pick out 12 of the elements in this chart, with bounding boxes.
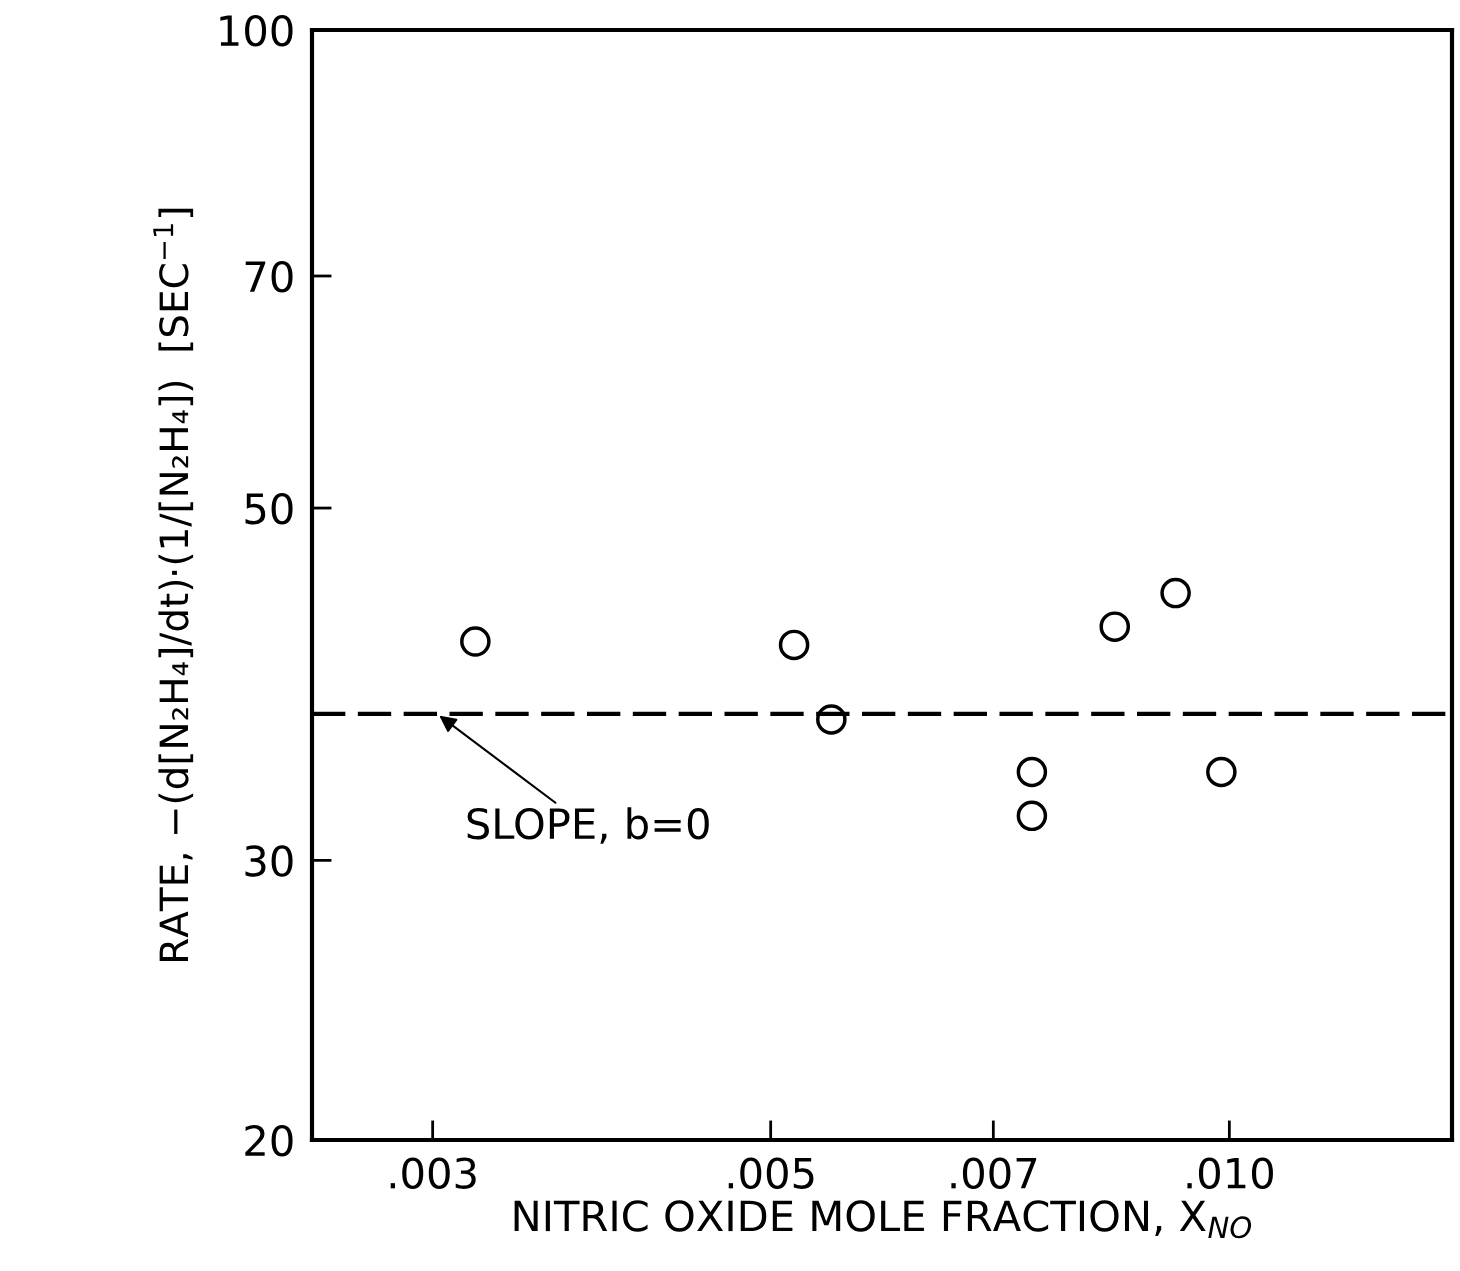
y-tick-label: 50 <box>245 492 293 525</box>
x-tick-label: .007 <box>951 1157 1037 1189</box>
y-axis-title: RATE, −(d[N₂H₄]/dt)·(1/[N₂H₄]) [SEC$^{−1}$] <box>153 208 194 961</box>
y-tick-label: 30 <box>245 845 293 877</box>
x-tick-label: .003 <box>390 1157 476 1189</box>
y-tick-label: 20 <box>245 1124 293 1157</box>
x-axis-title: NITRIC OXIDE MOLE FRACTION, X$_{NO}$ <box>514 1200 1252 1239</box>
x-tick-label: .010 <box>1187 1157 1273 1189</box>
annotation: SLOPE, b=0 <box>467 807 709 844</box>
x-tick-label: .005 <box>728 1157 814 1189</box>
y-tick-label: 70 <box>245 260 293 293</box>
y-tick-label: 100 <box>220 14 293 47</box>
